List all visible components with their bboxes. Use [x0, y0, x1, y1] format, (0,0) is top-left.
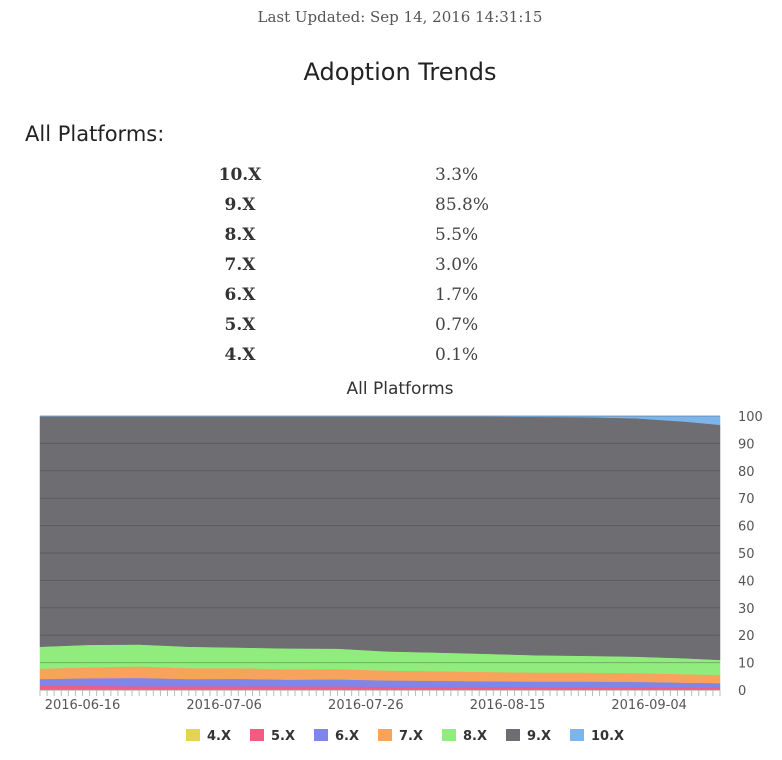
section-heading: All Platforms:: [25, 122, 165, 146]
version-cell: 10.X: [218, 165, 262, 185]
y-tick-label: 20: [738, 629, 755, 644]
percent-cell: 1.7%: [435, 285, 479, 305]
x-tick-label: 2016-07-26: [328, 698, 404, 713]
table-row: 10.X 3.3%: [150, 160, 635, 190]
table-row: 5.X 0.7%: [150, 310, 635, 340]
chart-legend: 4.X 5.X 6.X 7.X 8.X 9.X 10.X: [186, 729, 624, 744]
y-tick-label: 0: [738, 684, 746, 699]
y-tick-label: 30: [738, 602, 755, 617]
legend-label[interactable]: 8.X: [463, 729, 487, 744]
chart-areas: [39, 415, 721, 691]
legend-label[interactable]: 7.X: [399, 729, 423, 744]
version-cell: 8.X: [224, 225, 256, 245]
chart-title: All Platforms: [346, 379, 453, 399]
legend-swatch: [186, 729, 200, 741]
table-row: 9.X 85.8%: [150, 190, 635, 220]
table-row: 4.X 0.1%: [150, 340, 635, 370]
legend-label[interactable]: 4.X: [207, 729, 231, 744]
x-tick-label: 2016-08-15: [470, 698, 546, 713]
version-cell: 5.X: [224, 315, 256, 335]
y-tick-label: 10: [738, 657, 755, 672]
area-series-10x: [39, 415, 721, 426]
percent-cell: 5.5%: [435, 225, 479, 245]
y-tick-label: 80: [738, 465, 755, 480]
y-tick-label: 100: [738, 410, 763, 425]
version-cell: 7.X: [224, 255, 256, 275]
legend-swatch: [570, 729, 584, 741]
y-tick-label: 50: [738, 547, 755, 562]
table-row: 6.X 1.7%: [150, 280, 635, 310]
adoption-area-chart: All Platforms 0 10 20 30 40 50 60 70 80 90 100 201…: [39, 379, 763, 744]
legend-swatch: [442, 729, 456, 741]
last-updated: Last Updated: Sep 14, 2016 14:31:15: [257, 8, 543, 26]
version-stats-table: 10.X 3.3% 9.X 85.8% 8.X 5.5% 7.X 3.0% 6.…: [150, 160, 635, 370]
percent-cell: 0.1%: [435, 345, 479, 365]
legend-swatch: [378, 729, 392, 741]
x-tick-label: 2016-09-04: [611, 698, 687, 713]
y-axis: 0 10 20 30 40 50 60 70 80 90 100: [40, 410, 763, 699]
legend-swatch: [506, 729, 520, 741]
x-axis: 2016-06-16 2016-07-06 2016-07-26 2016-08-15…: [39, 689, 721, 713]
legend-swatch: [250, 729, 264, 741]
table-row: 7.X 3.0%: [150, 250, 635, 280]
page-title: Adoption Trends: [303, 58, 497, 86]
y-tick-label: 60: [738, 520, 755, 535]
y-tick-label: 70: [738, 492, 755, 507]
table-row: 8.X 5.5%: [150, 220, 635, 250]
percent-cell: 3.3%: [435, 165, 479, 185]
y-tick-label: 40: [738, 574, 755, 589]
legend-label[interactable]: 5.X: [271, 729, 295, 744]
percent-cell: 3.0%: [435, 255, 479, 275]
legend-swatch: [314, 729, 328, 741]
legend-label[interactable]: 10.X: [591, 729, 624, 744]
y-tick-label: 90: [738, 437, 755, 452]
version-cell: 4.X: [224, 345, 256, 365]
x-tick-label: 2016-07-06: [186, 698, 262, 713]
area-series-9x: [39, 416, 721, 661]
version-cell: 6.X: [224, 285, 256, 305]
legend-label[interactable]: 6.X: [335, 729, 359, 744]
legend-label[interactable]: 9.X: [527, 729, 551, 744]
version-cell: 9.X: [224, 195, 256, 215]
x-tick-label: 2016-06-16: [45, 698, 121, 713]
percent-cell: 0.7%: [435, 315, 479, 335]
percent-cell: 85.8%: [435, 195, 490, 215]
